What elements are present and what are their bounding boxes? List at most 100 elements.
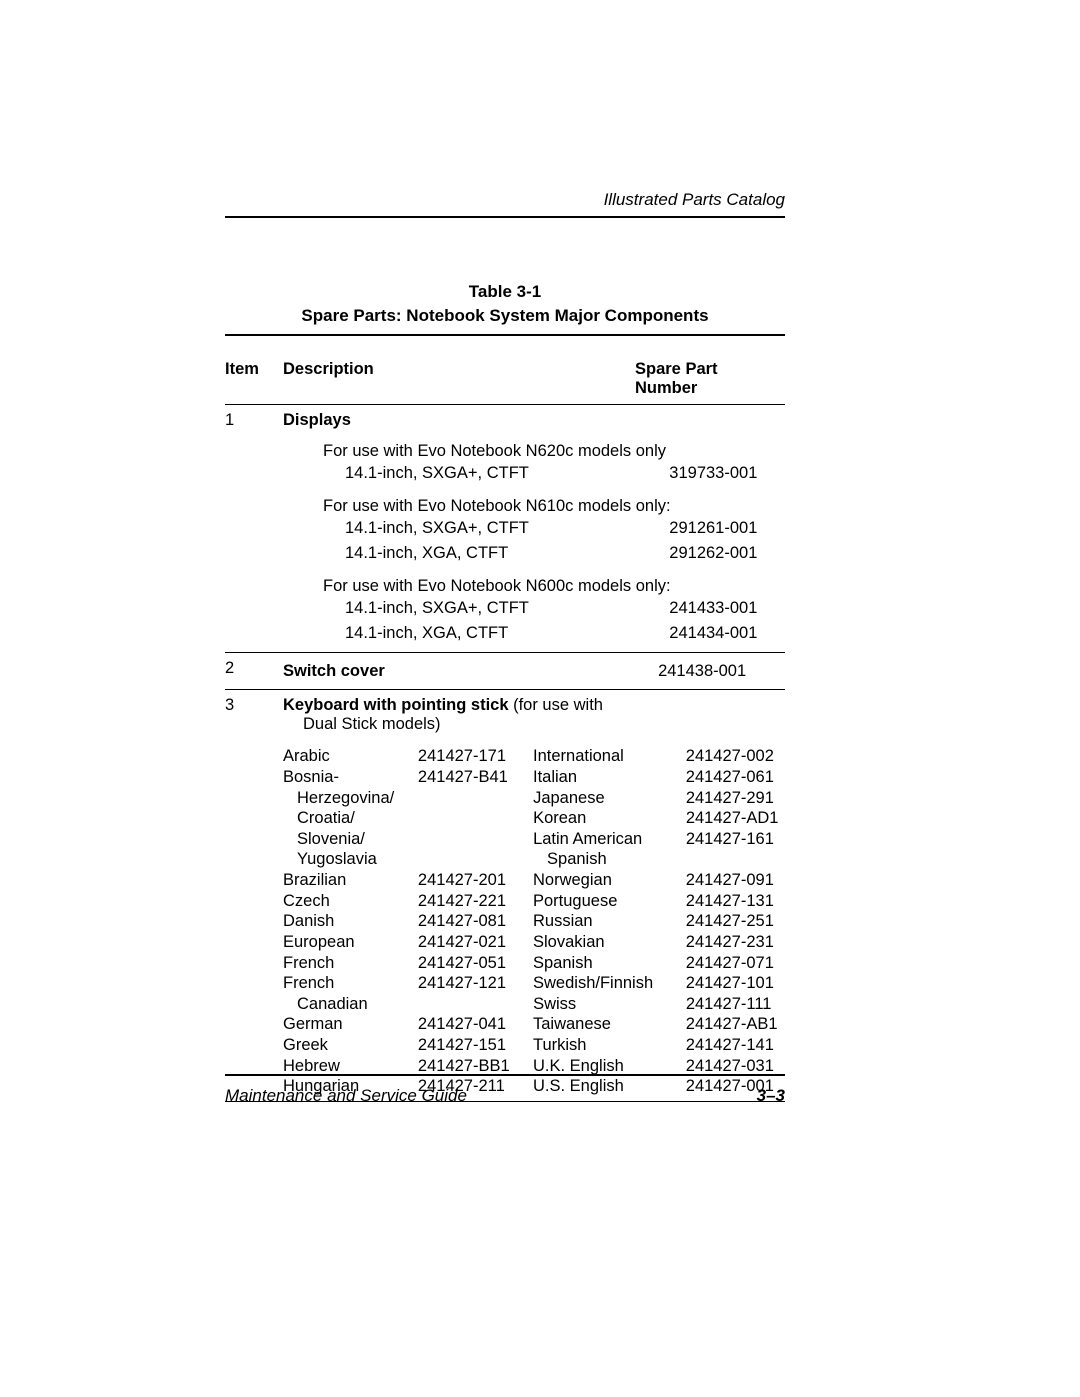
kb-left-name: French [283,953,418,974]
kb-left-pn: 241427-201 [418,870,533,891]
kb-left-name: French [283,973,418,994]
g3-r2: 14.1-inch, XGA, CTFT 241434-001 [283,621,785,646]
kb-left-name: Danish [283,911,418,932]
keyboard-row: YugoslaviaSpanish [283,849,785,870]
kb-right-pn: 241427-AD1 [686,808,785,829]
g2-intro: For use with Evo Notebook N610c models o… [283,497,785,516]
kb-right-name: Swedish/Finnish [533,973,686,994]
kb-right-name: Korean [533,808,686,829]
g3-r1-pn: 241433-001 [669,598,785,619]
kb-left-pn: 241427-B41 [418,767,533,788]
kb-right-pn: 241427-291 [686,788,785,809]
keyboard-row: French241427-121Swedish/Finnish241427-10… [283,973,785,994]
col-header-spare: Spare Part Number [635,360,785,398]
g3-intro: For use with Evo Notebook N600c models o… [283,577,785,596]
kb-left-name: German [283,1014,418,1035]
kb-left-name: Canadian [283,994,418,1015]
item1-title: Displays [283,411,785,430]
kb-right-pn: 241427-091 [686,870,785,891]
kb-left-pn [418,994,533,1015]
item3-title-line2: Dual Stick models) [283,715,785,734]
spare-l2: Number [635,379,697,397]
kb-left-name: Croatia/ [283,808,418,829]
g1-r1-desc: 14.1-inch, SXGA+, CTFT [345,463,669,484]
kb-left-pn: 241427-171 [418,746,533,767]
kb-left-pn: 241427-041 [418,1014,533,1035]
kb-left-name: Yugoslavia [283,849,418,870]
kb-left-pn: 241427-051 [418,953,533,974]
kb-right-pn: 241427-002 [686,746,785,767]
footer-doc-title: Maintenance and Service Guide [225,1086,467,1106]
kb-left-name: Czech [283,891,418,912]
item2-number: 2 [225,659,283,684]
kb-right-pn: 241427-231 [686,932,785,953]
kb-left-pn [418,829,533,850]
kb-left-pn: 241427-021 [418,932,533,953]
kb-right-name: Spanish [533,953,686,974]
table-row-item3: 3 Keyboard with pointing stick (for use … [225,690,785,1102]
kb-left-name: Arabic [283,746,418,767]
kb-right-pn: 241427-111 [686,994,785,1015]
g2-r1: 14.1-inch, SXGA+, CTFT 291261-001 [283,516,785,541]
kb-left-name: Slovenia/ [283,829,418,850]
table-caption: Table 3-1 Spare Parts: Notebook System M… [225,280,785,336]
item2-pn: 241438-001 [658,661,785,682]
kb-left-name: European [283,932,418,953]
keyboard-row: European241427-021Slovakian241427-231 [283,932,785,953]
g1-r1: 14.1-inch, SXGA+, CTFT 319733-001 [283,461,785,486]
keyboard-row: Danish241427-081Russian241427-251 [283,911,785,932]
keyboard-row: Arabic241427-171International241427-002 [283,746,785,767]
caption-line2: Spare Parts: Notebook System Major Compo… [301,306,708,325]
kb-left-pn [418,808,533,829]
table-row-item2: 2 Switch cover 241438-001 [225,653,785,691]
item-body: Displays For use with Evo Notebook N620c… [283,411,785,646]
kb-right-name: Turkish [533,1035,686,1056]
g2-r2: 14.1-inch, XGA, CTFT 291262-001 [283,541,785,566]
g2-r1-pn: 291261-001 [669,518,785,539]
kb-right-name: Russian [533,911,686,932]
col-header-description: Description [283,360,635,398]
g3-r2-pn: 241434-001 [669,623,785,644]
kb-right-pn: 241427-071 [686,953,785,974]
kb-right-name: Slovakian [533,932,686,953]
item3-number: 3 [225,696,283,1097]
g3-r1: 14.1-inch, SXGA+, CTFT 241433-001 [283,596,785,621]
kb-right-pn: 241427-131 [686,891,785,912]
kb-right-name: International [533,746,686,767]
item3-body: Keyboard with pointing stick (for use wi… [283,696,785,1097]
g2-r2-desc: 14.1-inch, XGA, CTFT [345,543,669,564]
col-header-item: Item [225,360,283,398]
caption-line1: Table 3-1 [469,282,541,301]
g3-r2-desc: 14.1-inch, XGA, CTFT [345,623,669,644]
item2-line: Switch cover 241438-001 [283,659,785,684]
g1-intro: For use with Evo Notebook N620c models o… [283,442,785,461]
kb-left-pn [418,849,533,870]
kb-right-pn: 241427-061 [686,767,785,788]
table-row-item1: 1 Displays For use with Evo Notebook N62… [225,405,785,653]
keyboard-row: Croatia/Korean241427-AD1 [283,808,785,829]
keyboard-row: Brazilian241427-201Norwegian241427-091 [283,870,785,891]
g2-r2-pn: 291262-001 [669,543,785,564]
kb-right-pn: 241427-101 [686,973,785,994]
kb-right-name: Norwegian [533,870,686,891]
keyboard-row: German241427-041Taiwanese241427-AB1 [283,1014,785,1035]
kb-right-pn: 241427-161 [686,829,785,850]
keyboard-row: Slovenia/Latin American241427-161 [283,829,785,850]
g3-r1-desc: 14.1-inch, SXGA+, CTFT [345,598,669,619]
kb-right-name: Taiwanese [533,1014,686,1035]
kb-right-pn: 241427-AB1 [686,1014,785,1035]
item2-title: Switch cover [283,661,658,682]
kb-right-name: Japanese [533,788,686,809]
item3-title-rest: (for use with [509,696,603,714]
page-content: Illustrated Parts Catalog Table 3-1 Spar… [225,190,785,1102]
kb-right-name: Swiss [533,994,686,1015]
keyboard-row: French241427-051Spanish241427-071 [283,953,785,974]
kb-left-name: Herzegovina/ [283,788,418,809]
section-header: Illustrated Parts Catalog [225,190,785,218]
item2-body: Switch cover 241438-001 [283,659,785,684]
kb-left-pn: 241427-221 [418,891,533,912]
kb-right-name: Latin American [533,829,686,850]
kb-right-pn [686,849,785,870]
kb-left-name: Greek [283,1035,418,1056]
g2-r1-desc: 14.1-inch, SXGA+, CTFT [345,518,669,539]
